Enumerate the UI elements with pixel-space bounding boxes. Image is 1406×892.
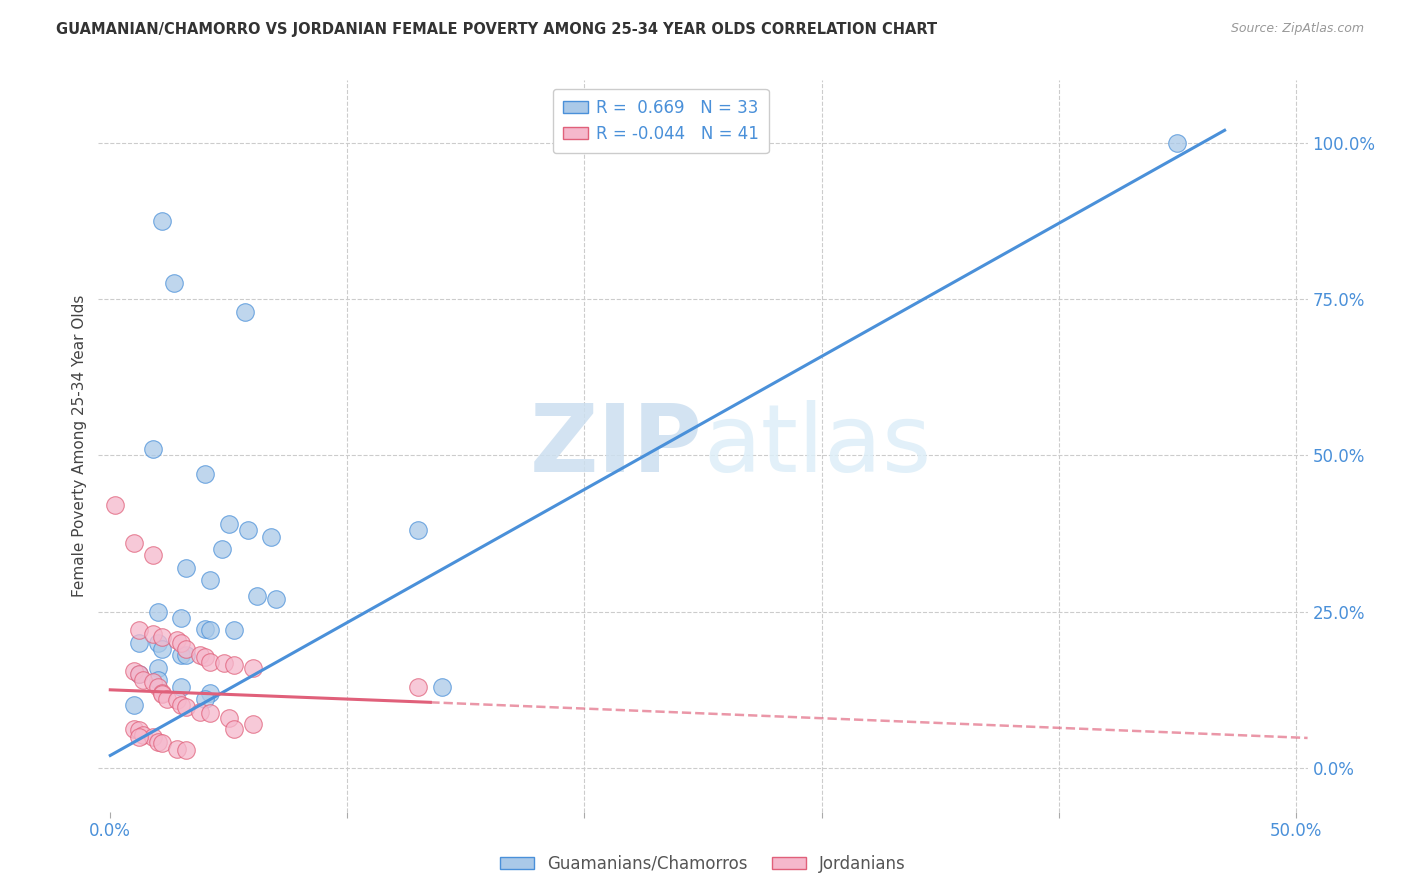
Point [170,636,193,650]
Point [211,542,233,557]
Point [235,304,257,318]
Point [122,536,145,550]
Point [132,728,155,742]
Point [198,686,221,700]
Point [170,680,193,694]
Point [146,636,169,650]
Point [170,611,193,625]
Point [264,592,287,607]
Point [122,698,145,713]
Point [236,524,259,538]
Point [122,722,145,736]
Point [128,730,150,744]
Text: atlas: atlas [703,400,931,492]
Point [222,624,245,638]
Point [174,642,197,657]
Point [128,667,150,681]
Point [194,622,217,636]
Point [132,673,155,688]
Point [104,499,127,513]
Point [432,680,454,694]
Point [170,698,193,713]
Point [408,524,430,538]
Point [146,605,169,619]
Point [408,680,430,694]
Point [146,661,169,675]
Point [174,648,197,663]
Point [174,743,197,757]
Point [174,561,197,575]
Point [152,736,174,750]
Point [198,655,221,669]
Point [142,730,165,744]
Point [128,667,150,681]
Point [170,648,193,663]
Point [128,624,150,638]
Point [212,656,235,670]
Point [194,692,217,706]
Point [260,530,283,544]
Point [128,723,150,738]
Point [152,686,174,700]
Point [198,706,221,720]
Point [218,517,240,532]
Point [142,442,165,457]
Point [174,699,197,714]
Point [142,549,165,563]
Text: Source: ZipAtlas.com: Source: ZipAtlas.com [1230,22,1364,36]
Point [166,632,188,647]
Point [222,657,245,672]
Point [1166,136,1188,150]
Legend: Guamanians/Chamorros, Jordanians: Guamanians/Chamorros, Jordanians [494,848,912,880]
Point [242,661,264,675]
Point [146,673,169,688]
Point [166,742,188,756]
Point [152,642,174,657]
Point [152,630,174,644]
Point [194,649,217,664]
Point [146,735,169,749]
Point [190,705,212,719]
Point [190,648,212,663]
Point [218,711,240,725]
Point [198,624,221,638]
Y-axis label: Female Poverty Among 25-34 Year Olds: Female Poverty Among 25-34 Year Olds [72,295,87,597]
Point [246,589,269,603]
Point [222,722,245,736]
Point [156,692,179,706]
Point [198,574,221,588]
Legend: R =  0.669   N = 33, R = -0.044   N = 41: R = 0.669 N = 33, R = -0.044 N = 41 [553,88,769,153]
Point [142,674,165,689]
Point [146,680,169,694]
Point [128,636,150,650]
Point [152,687,174,701]
Point [142,626,165,640]
Text: GUAMANIAN/CHAMORRO VS JORDANIAN FEMALE POVERTY AMONG 25-34 YEAR OLDS CORRELATION: GUAMANIAN/CHAMORRO VS JORDANIAN FEMALE P… [56,22,938,37]
Point [166,693,188,707]
Point [152,214,174,228]
Point [163,277,186,291]
Text: ZIP: ZIP [530,400,703,492]
Point [242,717,264,731]
Point [122,664,145,678]
Point [194,467,217,482]
